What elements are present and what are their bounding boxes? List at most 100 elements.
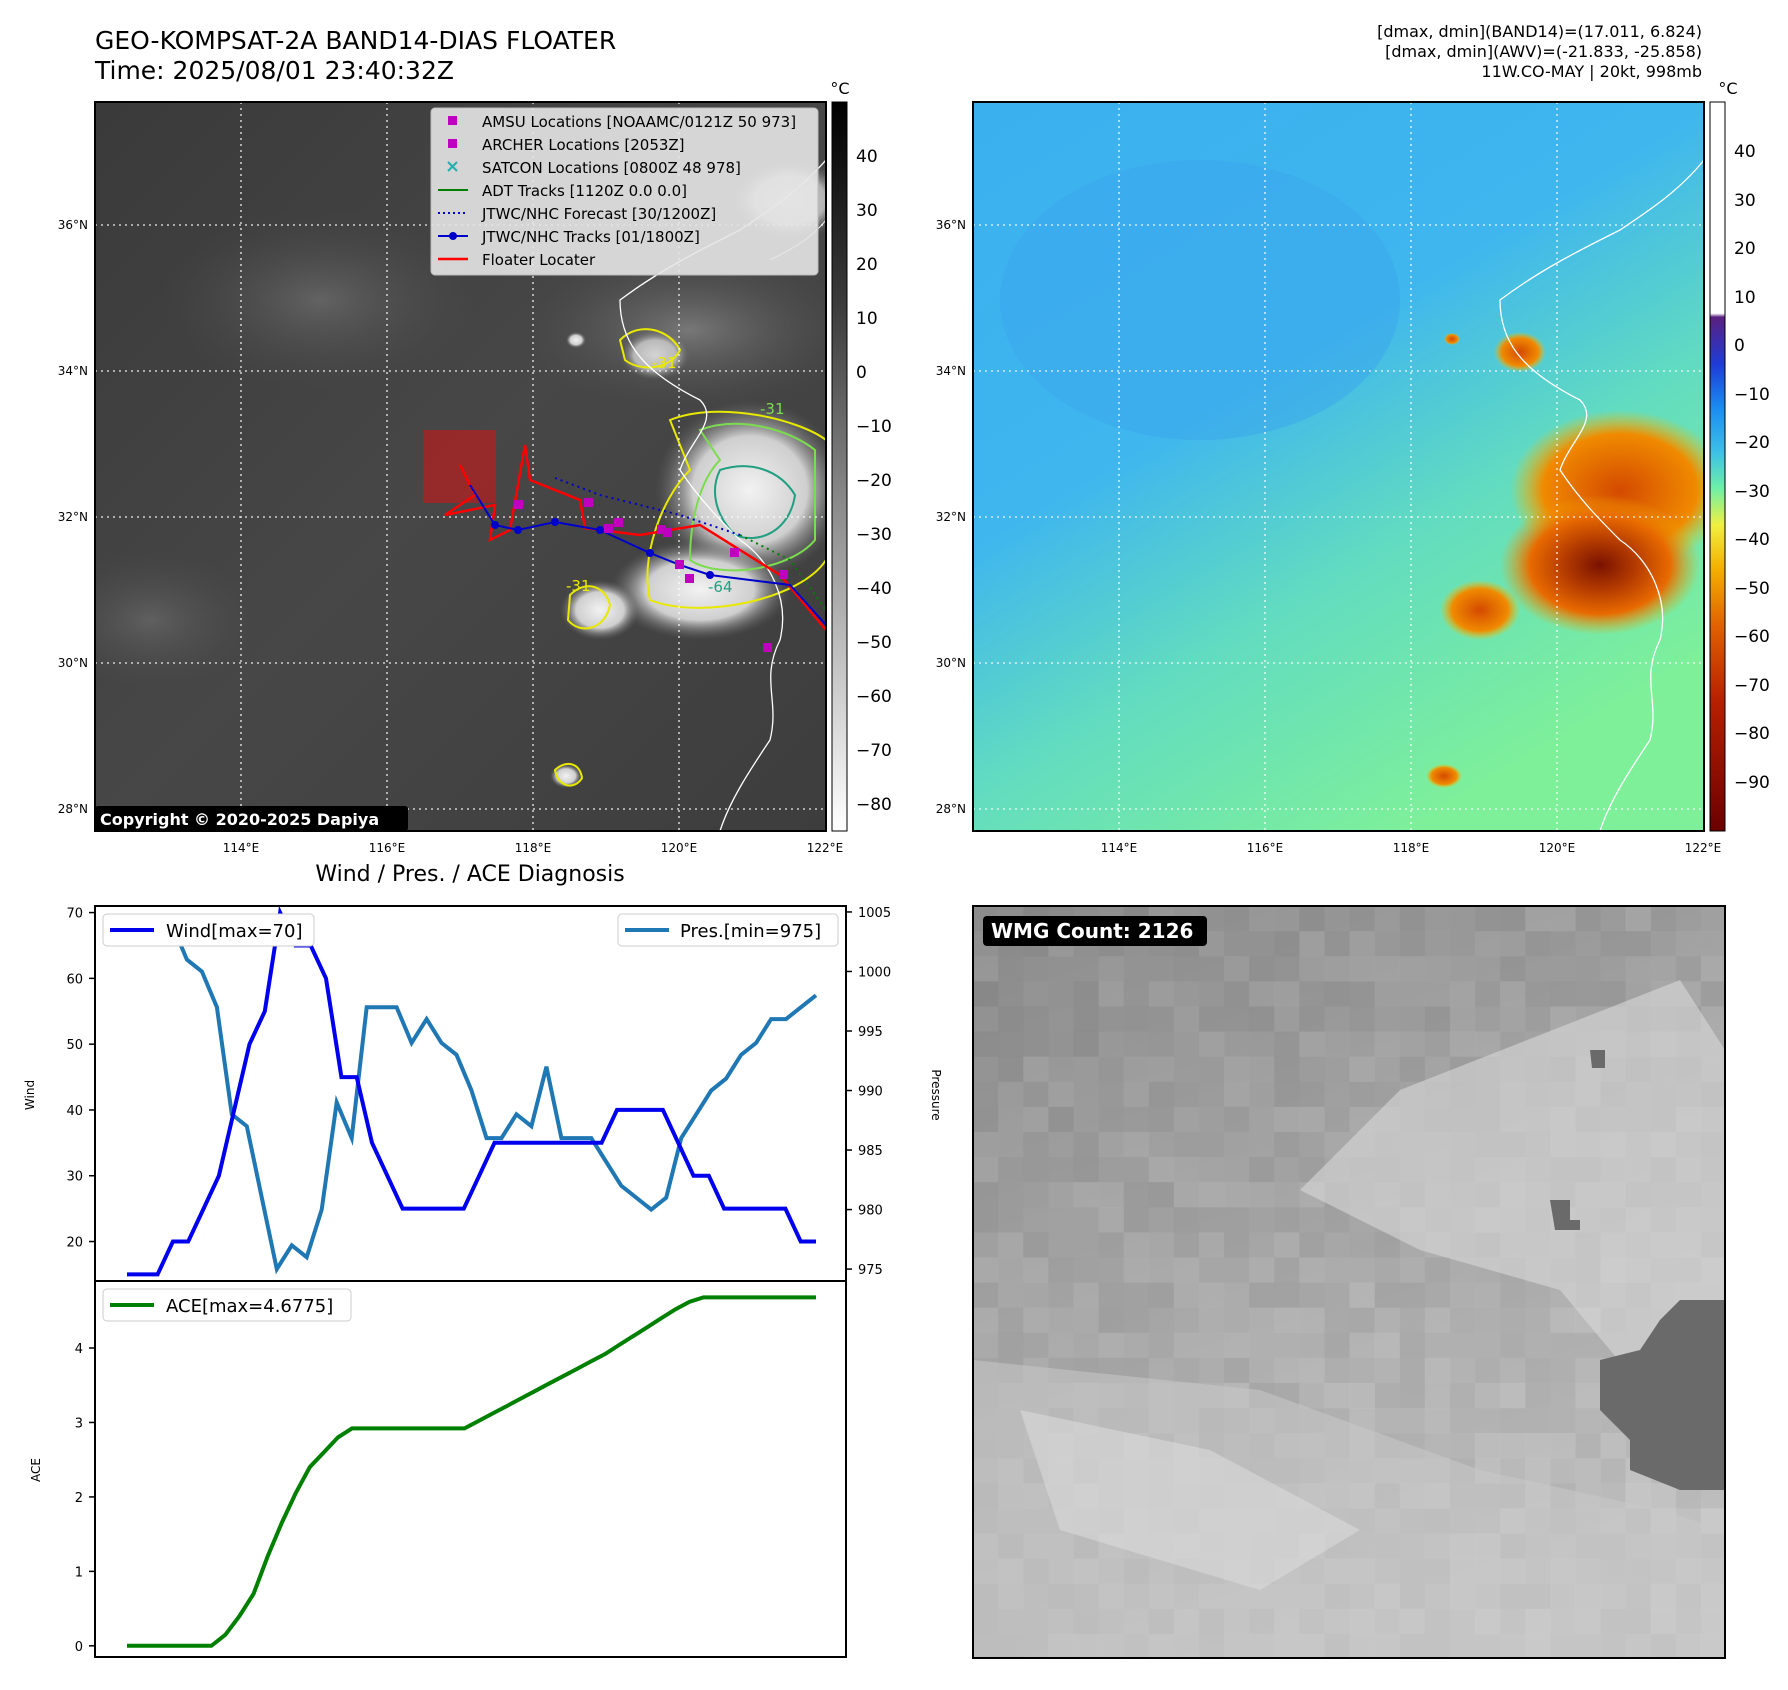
wind-tick-label: 40 bbox=[66, 1104, 83, 1119]
svg-text:−30: −30 bbox=[1734, 482, 1770, 502]
svg-text:20: 20 bbox=[856, 255, 878, 275]
svg-text:−10: −10 bbox=[1734, 385, 1770, 405]
svg-text:−50: −50 bbox=[1734, 579, 1770, 599]
wind-axis-label: Wind bbox=[23, 1080, 37, 1110]
svg-text:116°E: 116°E bbox=[1247, 841, 1284, 855]
svg-text:122°E: 122°E bbox=[1685, 841, 1722, 855]
svg-text:0: 0 bbox=[856, 363, 867, 383]
figure-title: GEO-KOMPSAT-2A BAND14-DIAS FLOATER Time:… bbox=[95, 26, 616, 86]
svg-text:122°E: 122°E bbox=[807, 841, 844, 855]
svg-text:120°E: 120°E bbox=[661, 841, 698, 855]
svg-text:−10: −10 bbox=[856, 417, 892, 437]
pressure-tick-label: 990 bbox=[858, 1085, 883, 1100]
wind-series-line bbox=[127, 905, 816, 1277]
legend-tracks: JTWC/NHC Tracks [01/1800Z] bbox=[481, 228, 700, 246]
svg-text:−90: −90 bbox=[1734, 773, 1770, 793]
pressure-axis-label: Pressure bbox=[929, 1069, 943, 1120]
ace-axis-label: ACE bbox=[29, 1458, 43, 1482]
svg-text:34°N: 34°N bbox=[936, 364, 966, 378]
ace-tick-label: 2 bbox=[75, 1491, 83, 1506]
wv-lat-labels: 36°N 34°N 32°N 30°N 28°N bbox=[936, 218, 966, 816]
svg-text:10: 10 bbox=[856, 309, 878, 329]
wv-lon-labels: 114°E 116°E 118°E 120°E 122°E bbox=[1101, 841, 1722, 855]
wmg-count-badge: WMG Count: 2126 bbox=[991, 919, 1193, 943]
info-line-1: [dmax, dmin](BAND14)=(17.011, 6.824) bbox=[1377, 22, 1702, 41]
svg-text:32°N: 32°N bbox=[58, 510, 88, 524]
legend-amsu: AMSU Locations [NOAAMC/0121Z 50 973] bbox=[482, 113, 796, 131]
ace-chart: ACE 0 1 2 3 4 ACE[max=4.6775] bbox=[29, 1280, 847, 1658]
svg-text:20: 20 bbox=[1734, 239, 1756, 259]
svg-text:32°N: 32°N bbox=[936, 510, 966, 524]
legend-archer: ARCHER Locations [2053Z] bbox=[482, 136, 685, 154]
svg-text:°C: °C bbox=[830, 79, 849, 98]
svg-text:°C: °C bbox=[1718, 79, 1737, 98]
svg-text:Pres.[min=975]: Pres.[min=975] bbox=[680, 921, 821, 942]
ir-lat-labels: 36°N 34°N 32°N 30°N 28°N bbox=[58, 218, 88, 816]
legend-floater: Floater Locater bbox=[482, 251, 596, 269]
pressure-tick-label: 995 bbox=[858, 1025, 883, 1040]
svg-text:30°N: 30°N bbox=[58, 656, 88, 670]
svg-text:114°E: 114°E bbox=[223, 841, 260, 855]
ir-colorbar: °C 40 30 20 10 0 −10 −20 −30 −40 −50 −60… bbox=[830, 79, 892, 832]
pressure-tick-label: 975 bbox=[858, 1263, 883, 1278]
diagnosis-title: Wind / Pres. / ACE Diagnosis bbox=[315, 862, 625, 887]
ace-series-line bbox=[127, 1295, 816, 1648]
ir-lon-labels: 114°E 116°E 118°E 120°E 122°E bbox=[223, 841, 844, 855]
svg-text:0: 0 bbox=[1734, 336, 1745, 356]
svg-text:Wind[max=70]: Wind[max=70] bbox=[166, 921, 303, 942]
legend-satcon: SATCON Locations [0800Z 48 978] bbox=[482, 159, 741, 177]
ace-tick-label: 3 bbox=[75, 1416, 83, 1431]
svg-text:30°N: 30°N bbox=[936, 656, 966, 670]
svg-text:−20: −20 bbox=[856, 471, 892, 491]
svg-text:40: 40 bbox=[1734, 142, 1756, 162]
svg-text:34°N: 34°N bbox=[58, 364, 88, 378]
wind-tick-label: 70 bbox=[66, 907, 83, 922]
wind-tick-label: 20 bbox=[66, 1236, 83, 1251]
title-line-1: GEO-KOMPSAT-2A BAND14-DIAS FLOATER bbox=[95, 26, 617, 55]
ace-tick-label: 1 bbox=[75, 1565, 83, 1580]
info-text: [dmax, dmin](BAND14)=(17.011, 6.824) [dm… bbox=[1377, 22, 1702, 82]
legend-forecast: JTWC/NHC Forecast [30/1200Z] bbox=[481, 205, 716, 223]
svg-text:−80: −80 bbox=[1734, 724, 1770, 744]
contour-labels: -31 -31 -31 -64 bbox=[566, 354, 785, 596]
svg-text:10: 10 bbox=[1734, 288, 1756, 308]
svg-text:118°E: 118°E bbox=[1393, 841, 1430, 855]
svg-text:−60: −60 bbox=[1734, 627, 1770, 647]
wmg-panel: WMG Count: 2126 bbox=[972, 905, 1726, 1659]
svg-text:−80: −80 bbox=[856, 795, 892, 815]
svg-text:-64: -64 bbox=[708, 578, 733, 596]
svg-text:−60: −60 bbox=[856, 687, 892, 707]
svg-text:28°N: 28°N bbox=[58, 802, 88, 816]
svg-text:-31: -31 bbox=[760, 400, 785, 418]
svg-text:30: 30 bbox=[1734, 191, 1756, 211]
wind-legend: Wind[max=70] bbox=[102, 913, 315, 947]
pressure-tick-label: 985 bbox=[858, 1144, 883, 1159]
svg-text:−70: −70 bbox=[856, 741, 892, 761]
wind-tick-label: 50 bbox=[66, 1038, 83, 1053]
svg-text:−40: −40 bbox=[856, 579, 892, 599]
svg-text:40: 40 bbox=[856, 147, 878, 167]
wind-tick-label: 30 bbox=[66, 1170, 83, 1185]
svg-text:−30: −30 bbox=[856, 525, 892, 545]
legend-adt: ADT Tracks [1120Z 0.0 0.0] bbox=[482, 182, 687, 200]
copyright-text: Copyright © 2020-2025 Dapiya bbox=[100, 810, 379, 829]
svg-text:−50: −50 bbox=[856, 633, 892, 653]
wv-colorbar: °C 40 30 20 10 0 −10 −20 −30 −40 −50 −60… bbox=[1709, 79, 1770, 832]
pressure-tick-label: 1000 bbox=[858, 965, 891, 980]
svg-text:ACE[max=4.6775]: ACE[max=4.6775] bbox=[166, 1296, 333, 1317]
wv-panel: 36°N 34°N 32°N 30°N 28°N 114°E 116°E 118… bbox=[936, 79, 1770, 855]
wind-tick-label: 60 bbox=[66, 972, 83, 987]
svg-text:-31: -31 bbox=[652, 354, 677, 372]
svg-text:36°N: 36°N bbox=[936, 218, 966, 232]
svg-text:36°N: 36°N bbox=[58, 218, 88, 232]
wind-pressure-chart: Wind Pressure 20 30 40 50 60 70 975 980 985 990 9… bbox=[23, 905, 943, 1282]
svg-text:−20: −20 bbox=[1734, 433, 1770, 453]
svg-text:-31: -31 bbox=[566, 577, 591, 595]
info-line-3: 11W.CO-MAY | 20kt, 998mb bbox=[1481, 62, 1702, 81]
svg-text:116°E: 116°E bbox=[369, 841, 406, 855]
ace-tick-label: 4 bbox=[75, 1342, 83, 1357]
ir-legend: AMSU Locations [NOAAMC/0121Z 50 973] ARC… bbox=[430, 107, 819, 276]
pressure-tick-label: 1005 bbox=[858, 906, 891, 921]
pressure-tick-label: 980 bbox=[858, 1204, 883, 1219]
info-line-2: [dmax, dmin](AWV)=(-21.833, -25.858) bbox=[1385, 42, 1702, 61]
